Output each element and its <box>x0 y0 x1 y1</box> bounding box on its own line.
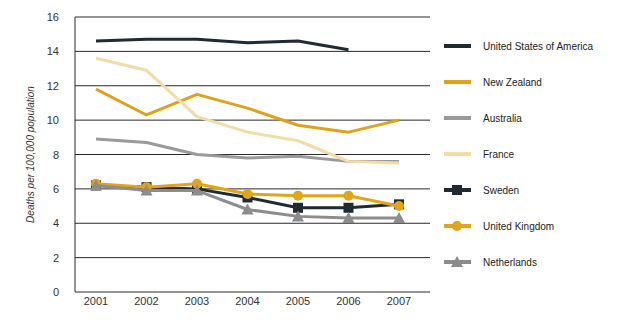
series-line <box>96 89 399 132</box>
x-tick-label: 2002 <box>134 295 158 307</box>
y-tick-label: 8 <box>53 149 59 161</box>
series-line <box>96 139 399 161</box>
legend-label: United Kingdom <box>483 221 554 232</box>
legend: United States of America New Zealand Austr… <box>444 41 593 268</box>
series-line <box>96 39 349 49</box>
legend-marker <box>451 256 463 267</box>
legend-label: Australia <box>483 113 522 124</box>
x-tick-label: 2003 <box>185 295 209 307</box>
grid-line <box>75 223 430 224</box>
legend-swatch <box>444 80 471 84</box>
marker <box>191 185 203 196</box>
y-tick-label: 16 <box>47 11 59 23</box>
y-axis <box>75 17 76 292</box>
grid-line <box>75 85 430 86</box>
series-line <box>96 58 399 163</box>
y-axis-label: Deaths per 100,000 population <box>25 86 36 223</box>
marker <box>343 212 355 223</box>
legend-marker <box>452 185 462 195</box>
marker <box>293 191 303 201</box>
series-line <box>96 185 399 218</box>
y-tick-label: 2 <box>53 252 59 264</box>
y-tick-label: 0 <box>53 286 59 298</box>
legend-swatch <box>444 116 471 120</box>
grid-line <box>75 292 430 293</box>
marker <box>90 179 102 190</box>
y-tick-label: 10 <box>47 114 59 126</box>
marker <box>242 204 254 215</box>
x-tick-label: 2007 <box>387 295 411 307</box>
marker <box>243 189 253 199</box>
plot-area <box>90 39 405 223</box>
x-tick-label: 2005 <box>286 295 310 307</box>
grid-line <box>75 257 430 258</box>
x-tick-label: 2001 <box>84 295 108 307</box>
legend-label: Sweden <box>483 185 519 196</box>
marker <box>344 191 354 201</box>
legend-marker <box>452 221 462 231</box>
y-tick-label: 14 <box>47 45 59 57</box>
grid-line <box>75 154 430 155</box>
legend-label: New Zealand <box>483 77 542 88</box>
marker <box>394 201 404 211</box>
legend-label: France <box>483 149 515 160</box>
legend-label: United States of America <box>483 41 593 52</box>
y-tick-label: 12 <box>47 80 59 92</box>
grid-line <box>75 17 430 18</box>
y-tick-label: 6 <box>53 183 59 195</box>
marker <box>344 203 354 213</box>
grid-line <box>75 120 430 121</box>
x-tick-label: 2006 <box>336 295 360 307</box>
marker <box>393 212 405 223</box>
legend-label: Netherlands <box>483 257 537 268</box>
legend-swatch <box>444 152 471 156</box>
chart: 0 2 4 6 8 10 12 14 16 Deaths per 100,000 populati… <box>0 0 618 322</box>
marker <box>292 210 304 221</box>
grid-line <box>75 51 430 52</box>
legend-swatch <box>444 44 471 48</box>
marker <box>141 185 153 196</box>
x-tick-label: 2004 <box>235 295 259 307</box>
series-line <box>96 184 399 206</box>
y-tick-label: 4 <box>53 217 59 229</box>
